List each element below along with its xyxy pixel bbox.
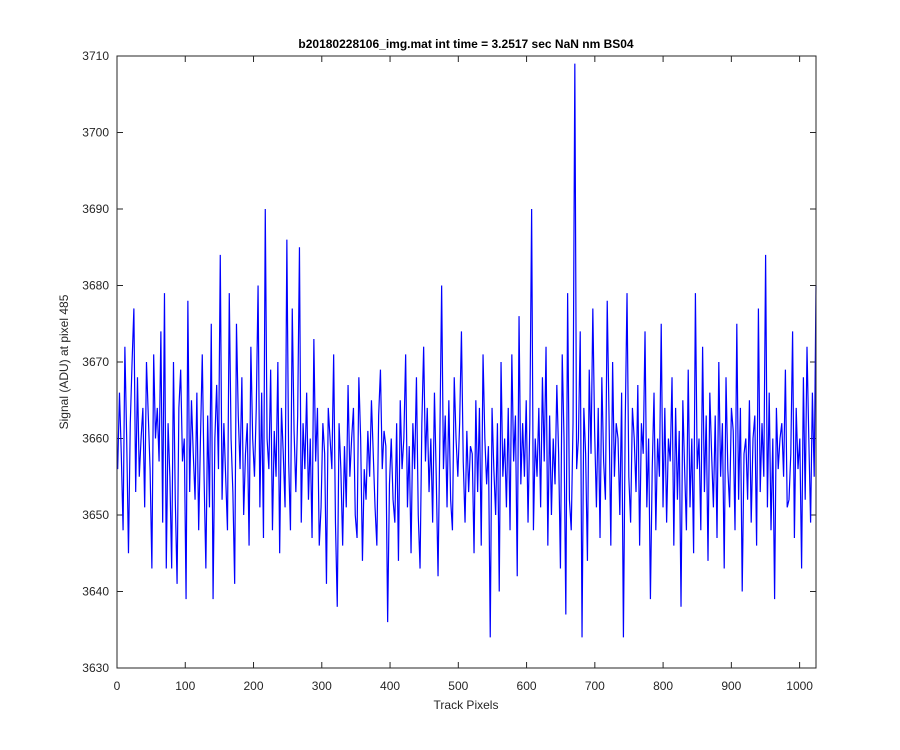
- y-tick-label: 3640: [82, 585, 109, 599]
- data-series: [117, 63, 817, 638]
- y-tick-label: 3630: [82, 661, 109, 675]
- x-tick-label: 1000: [786, 679, 813, 693]
- y-tick-label: 3710: [82, 49, 109, 63]
- y-axis-label: Signal (ADU) at pixel 485: [57, 294, 71, 429]
- y-tick-label: 3680: [82, 279, 109, 293]
- x-tick-label: 600: [517, 679, 537, 693]
- x-tick-label: 300: [312, 679, 332, 693]
- axis-ticks: 0 100 200 300 400 500 600 700 800 900 1000 3630 3640…: [82, 49, 816, 693]
- y-tick-label: 3660: [82, 432, 109, 446]
- x-tick-label: 200: [244, 679, 264, 693]
- x-tick-label: 400: [380, 679, 400, 693]
- y-tick-label: 3700: [82, 126, 109, 140]
- y-tick-label: 3690: [82, 202, 109, 216]
- y-tick-label: 3670: [82, 355, 109, 369]
- axes-box: [116, 55, 817, 669]
- x-axis-label: Track Pixels: [434, 698, 499, 712]
- y-tick-label: 3650: [82, 508, 109, 522]
- x-tick-label: 0: [114, 679, 121, 693]
- x-tick-label: 500: [448, 679, 468, 693]
- x-tick-label: 900: [721, 679, 741, 693]
- series-line: [117, 63, 817, 638]
- x-tick-label: 800: [653, 679, 673, 693]
- plot-area: [117, 56, 816, 668]
- x-tick-label: 100: [175, 679, 195, 693]
- x-tick-label: 700: [585, 679, 605, 693]
- chart-title: b20180228106_img.mat int time = 3.2517 s…: [298, 37, 634, 51]
